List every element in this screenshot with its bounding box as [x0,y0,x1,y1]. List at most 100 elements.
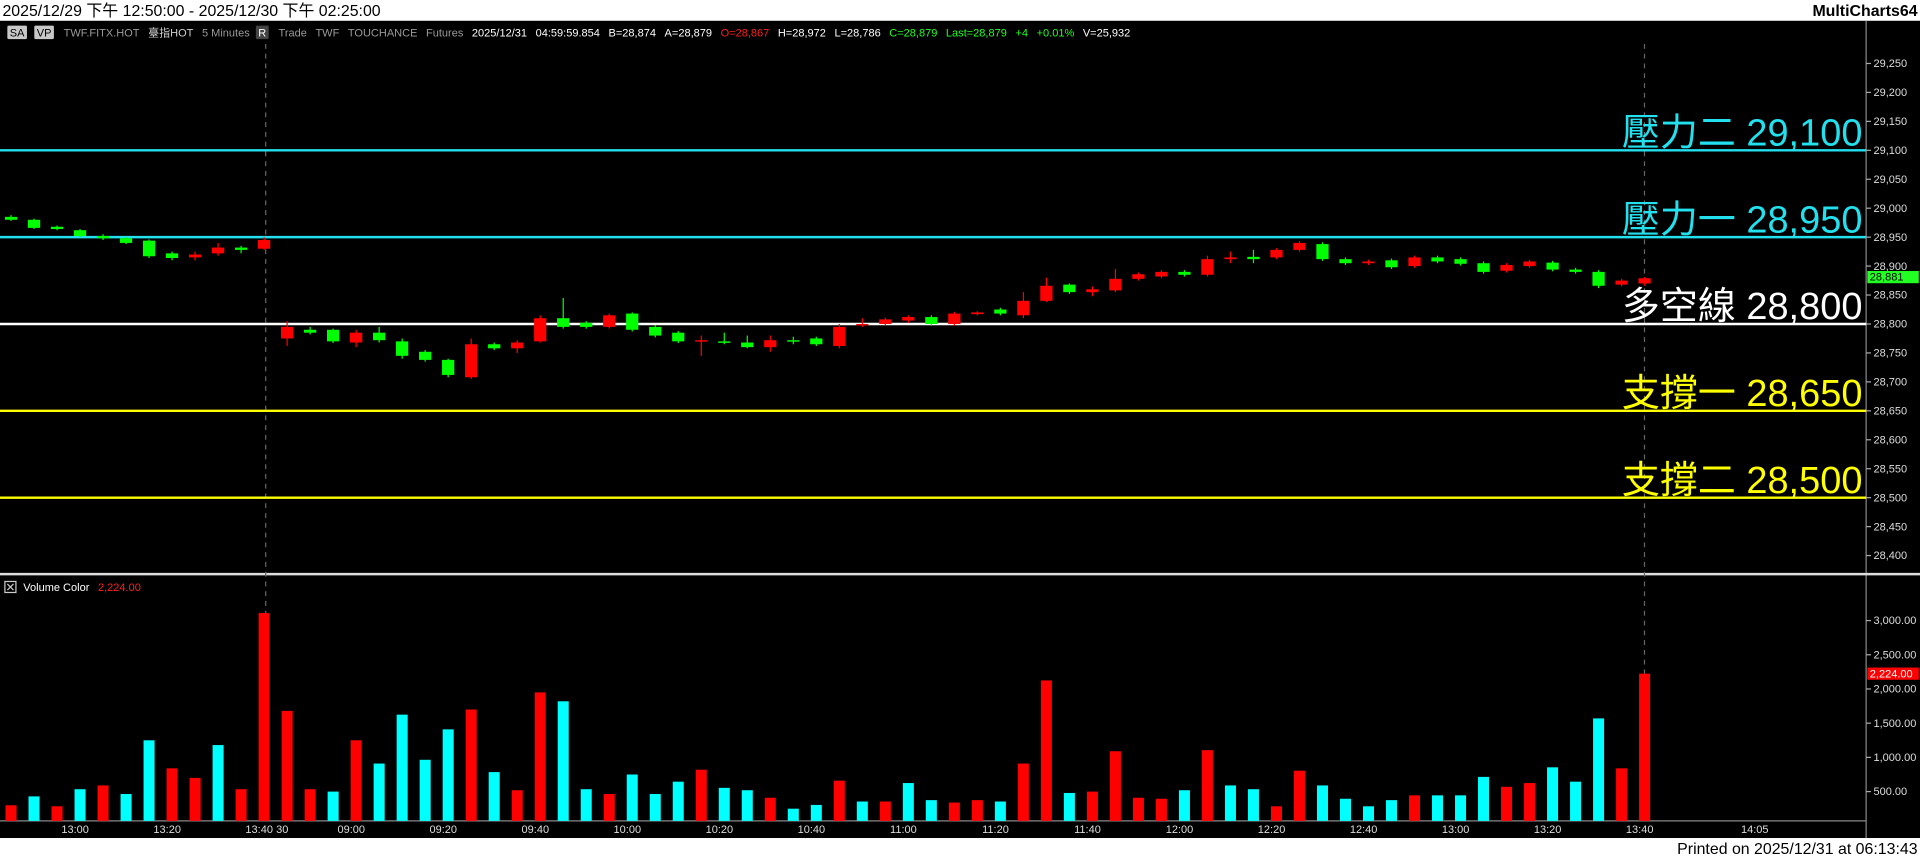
x-tick-label: 13:00 [61,824,89,836]
toolbar-item: TOUCHANCE [348,28,418,40]
volume-bar [1501,786,1513,821]
candle-body [488,344,501,349]
y-tick-label: 29,200 [1873,87,1907,99]
volume-bar [350,740,362,821]
candle-body [971,312,984,315]
volume-bar [1178,790,1190,821]
volume-bar [1362,806,1375,821]
candle-body [1270,249,1283,258]
y-tick-label: 28,700 [1873,377,1907,389]
volume-bar [419,759,431,821]
candle-body [1178,271,1191,275]
y-tick-label: 28,500 [1873,492,1907,504]
volume-bar [741,790,753,821]
candle-body [718,341,731,343]
candle-body [234,247,248,250]
candle-body [1224,257,1237,260]
y-tick-label: 500.00 [1873,786,1907,798]
footer-bar [0,838,1920,860]
level-name: 支撐一 [1622,373,1736,415]
volume-bar [373,763,385,821]
last-value-marker [1867,270,1919,284]
level-name: 壓力一 [1622,199,1736,241]
candle-body [580,322,593,327]
y-tick-label: 28,600 [1873,434,1907,446]
candle-body [695,340,708,342]
candle-body [1523,261,1536,267]
volume-bar [28,796,40,821]
volume-bar [948,802,960,821]
toolbar-item: 04:59:59.854 [536,28,600,40]
volume-bar [1616,768,1628,821]
toolbar-item: Trade [279,28,307,40]
candle-body [833,326,846,346]
candle-body [1201,259,1214,275]
volume-bar [649,793,661,821]
toolbar-item: Futures [426,28,464,40]
volume-bar [787,808,799,821]
candle-body [142,240,156,257]
volume-bar [1409,795,1421,821]
volume-bar [764,797,776,821]
candle-body [810,338,823,345]
volume-bar [212,745,224,821]
candle-body [1063,284,1076,293]
volume-bar [189,777,201,821]
y-tick-label: 1,500.00 [1873,718,1916,730]
level-name: 支撐二 [1622,460,1736,502]
x-tick-label: 12:00 [1166,824,1194,836]
toolbar-item: +0.01% [1037,28,1075,40]
candle-body [1408,257,1421,267]
candle-body [327,329,340,342]
toolbar-item: B=28,874 [609,28,656,40]
x-tick-label: 12:20 [1258,824,1286,836]
y-tick-label: 29,150 [1873,116,1907,128]
candle-body [879,319,892,324]
candle-body [1362,261,1375,264]
volume-bar [626,774,638,821]
toolbar-box [255,25,269,40]
volume-bar [1086,791,1098,821]
level-label: 壓力一 28,950 [1622,199,1863,241]
x-tick-label: 12:40 [1350,824,1378,836]
volume-bar [1040,680,1052,821]
toolbar-item: L=28,786 [834,28,880,40]
x-tick-label: 11:40 [1074,824,1101,836]
volume-bar [1570,781,1582,821]
candle-body [1132,274,1145,279]
volume-bar [718,787,730,821]
y-tick-label: 28,850 [1873,290,1907,302]
volume-bar [488,772,500,821]
volume-bar [1293,770,1305,821]
volume-bar [235,789,247,821]
app-name: MultiCharts64 [1812,3,1917,20]
x-tick-label: 13:20 [153,824,181,836]
last-value-label: 2,224.00 [1870,668,1913,680]
volume-bar [1385,800,1398,821]
toolbar-item: Last=28,879 [946,28,1007,40]
volume-bar [304,789,316,821]
candle-body [350,332,363,343]
x-tick-label: 13:40 [1626,824,1654,836]
volume-bar [557,701,569,821]
volume-bar [120,793,132,821]
volume-bar [833,780,845,821]
candle-body [603,315,616,327]
y-tick-label: 28,550 [1873,463,1907,475]
volume-bar [1316,785,1328,821]
x-tick-label: 11:20 [982,824,1009,836]
volume-bar [327,791,339,821]
candle-body [925,317,938,324]
last-value-marker [1867,667,1919,680]
legend-toggle[interactable] [4,580,17,594]
volume-bar [166,768,178,821]
x-tick-label: 10:20 [706,824,734,836]
y-tick-label: 28,950 [1873,232,1907,244]
legend-toggle-x [6,583,14,591]
toolbar-item: O=28,867 [721,28,770,40]
candle-body [1109,278,1122,291]
candle-body [119,238,133,243]
y-tick-label: 29,000 [1873,203,1907,215]
candle-body [465,344,478,378]
